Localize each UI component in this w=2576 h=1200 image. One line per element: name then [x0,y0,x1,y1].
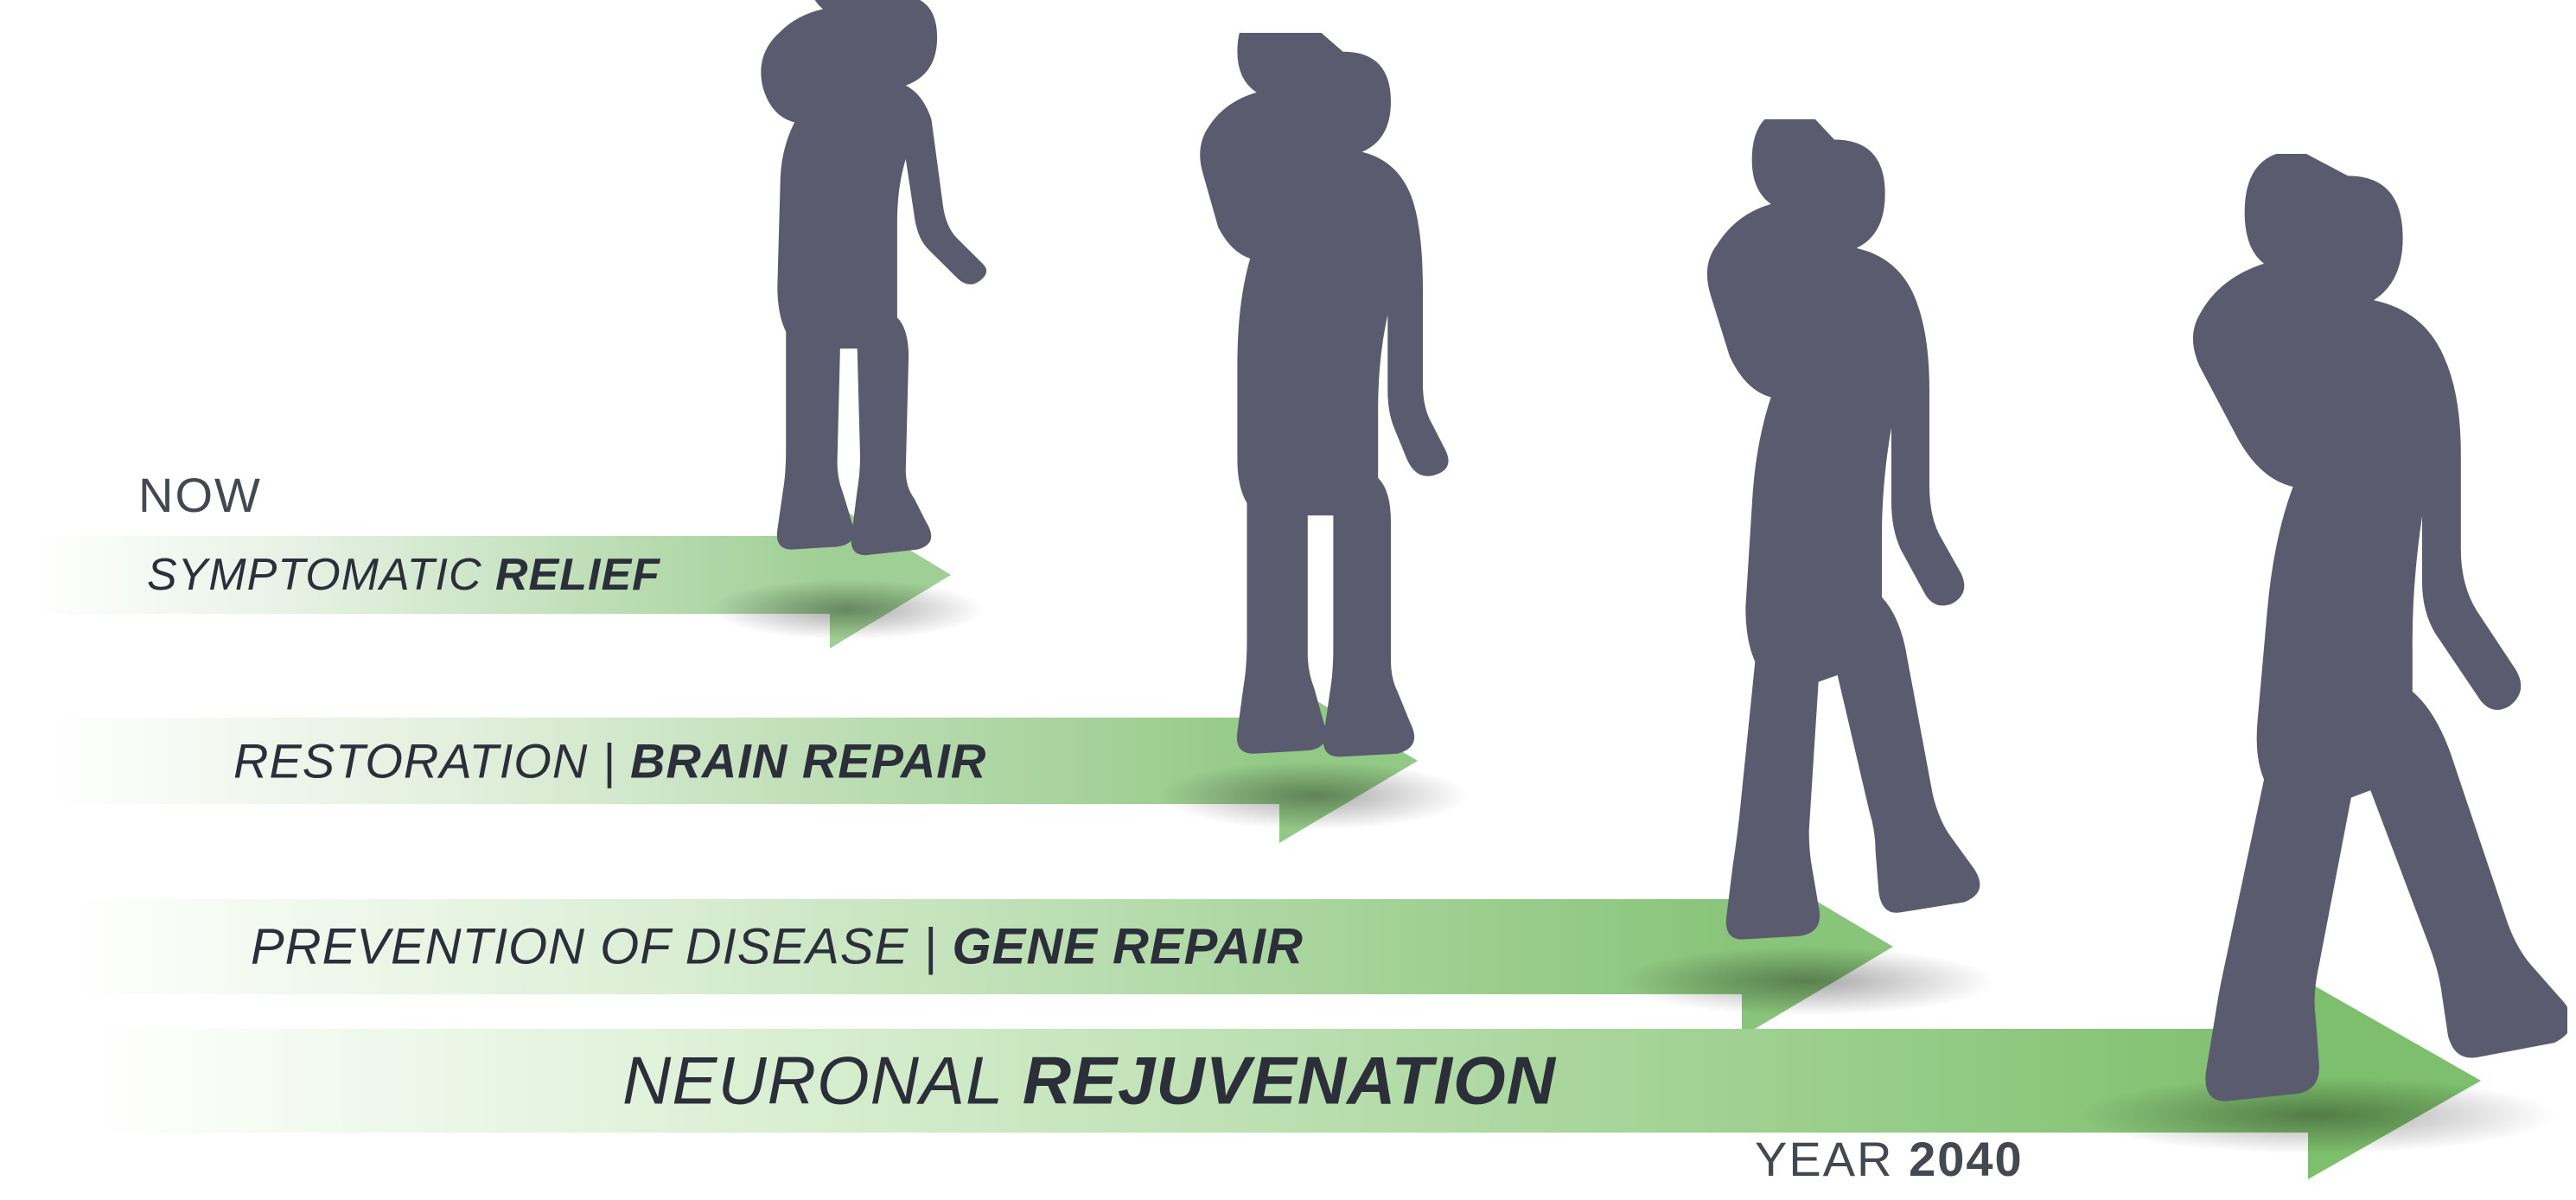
arrow-label-bold: GENE REPAIR [953,919,1304,975]
infographic-stage: NOW SYMPTOMATIC RELIEF RESTORATION | BRA… [0,0,2576,1200]
arrow-gene-repair: PREVENTION OF DISEASE | GENE REPAIR [0,899,1893,994]
arrow-label: RESTORATION | BRAIN REPAIR [233,733,986,789]
arrow-label: NEURONAL REJUVENATION [622,1042,1556,1120]
arrow-label-light: RESTORATION | [233,734,630,788]
arrow-label-bold: BRAIN REPAIR [630,734,986,788]
arrow-label: PREVENTION OF DISEASE | GENE REPAIR [251,918,1304,976]
arrow-label-light: PREVENTION OF DISEASE | [251,919,953,975]
figure-walking-upright-icon [2083,154,2567,1105]
caption-now: NOW [138,467,262,523]
figure-stooped-icon [1167,33,1487,785]
arrow-label: SYMPTOMATIC RELIEF [147,549,660,601]
arrow-label-light: NEURONAL [622,1043,1023,1119]
caption-year-bold: 2040 [1909,1132,2024,1186]
figure-walking-slow-icon [1625,119,2005,967]
caption-year-2040: YEAR 2040 [1755,1131,2024,1187]
arrow-label-bold: REJUVENATION [1023,1043,1556,1119]
caption-year-light: YEAR [1755,1132,1909,1186]
figure-hunched-icon [717,0,1003,595]
arrow-label-light: SYMPTOMATIC [147,550,495,600]
arrow-label-bold: RELIEF [495,550,660,600]
caption-now-text: NOW [138,468,262,522]
